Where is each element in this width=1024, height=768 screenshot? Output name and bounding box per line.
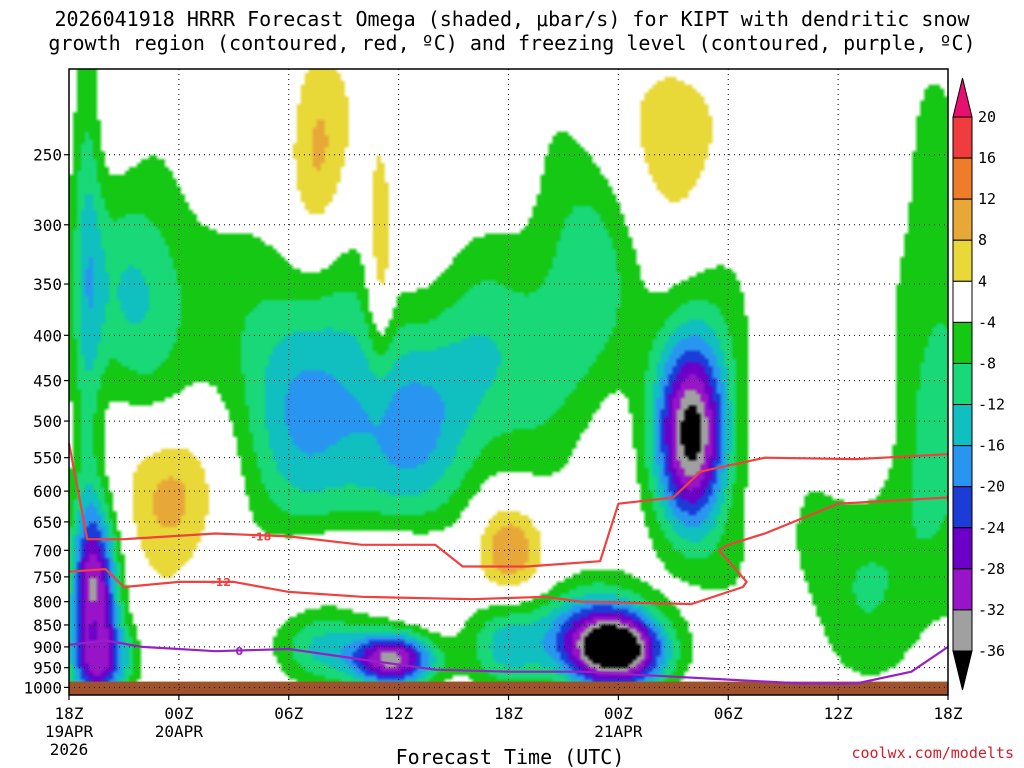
temperature-contours: -18 -12 0 (67, 443, 949, 685)
colorbar-band (952, 445, 973, 488)
x-tick-label: 06Z (274, 704, 303, 723)
y-tick-label: 550 (33, 449, 62, 468)
colorbar-tick-label: -12 (978, 396, 1005, 414)
colorbar-top-triangle (952, 77, 973, 118)
colorbar-bottom-triangle (952, 650, 973, 691)
x-tick-label: 06Z (714, 704, 743, 723)
x-tick-date: 21APR (594, 722, 643, 741)
x-tick-label: 12Z (824, 704, 853, 723)
colorbar-band (952, 198, 973, 241)
chart-title-line-1: 2026041918 HRRR Forecast Omega (shaded, … (54, 7, 970, 31)
x-tick-label: 18Z (55, 704, 84, 723)
isotherm-minus-12-label: -12 (211, 576, 231, 589)
y-tick-label: 650 (33, 513, 62, 532)
x-tick-label: 00Z (604, 704, 633, 723)
x-tick-label: 12Z (384, 704, 413, 723)
x-tick-label: 18Z (934, 704, 963, 723)
colorbar-tick-label: 4 (978, 272, 987, 290)
x-tick-label: 00Z (164, 704, 193, 723)
plot-area (69, 69, 948, 695)
colorbar-tick-label: 16 (978, 149, 996, 167)
x-tick-year: 2026 (50, 740, 89, 759)
omega-shading (69, 69, 948, 695)
colorbar-band (952, 239, 973, 282)
colorbar-band (952, 321, 973, 364)
x-tick-label: 18Z (494, 704, 523, 723)
colorbar-band (952, 404, 973, 447)
colorbar-legend: 20 16 12 8 4 -4 -8 -12 -16 -20 -24 -28 -32 -36 (952, 77, 1005, 691)
x-axis-label: Forecast Time (UTC) (396, 745, 625, 768)
colorbar-tick-label: 8 (978, 231, 987, 249)
site-credit[interactable]: coolwx.com/modelts (851, 744, 1014, 762)
colorbar-tick-label: -20 (978, 478, 1005, 496)
colorbar-tick-label: -16 (978, 437, 1005, 455)
y-tick-label: 850 (33, 616, 62, 635)
freezing-level-0-line (68, 639, 949, 685)
colorbar-tick-label: 20 (978, 108, 996, 126)
colorbar-tick-label: -36 (978, 642, 1005, 660)
y-tick-label: 400 (33, 326, 62, 345)
y-tick-label: 600 (33, 482, 62, 501)
y-axis: 250 300 350 400 450 500 550 600 650 700 750 800 850 9… (23, 146, 69, 697)
colorbar-tick-label: -24 (978, 519, 1005, 537)
y-tick-label: 450 (33, 372, 62, 391)
y-tick-label: 1000 (23, 678, 62, 697)
isotherm-minus-18-line (67, 443, 949, 568)
colorbar-band (952, 157, 973, 200)
y-tick-label: 750 (33, 568, 62, 587)
x-tick-date: 20APR (155, 722, 204, 741)
colorbar-tick-label: -32 (978, 601, 1005, 619)
freezing-level-0-label: 0 (235, 645, 243, 658)
y-tick-label: 800 (33, 593, 62, 612)
colorbar-band (952, 280, 973, 323)
y-tick-label: 350 (33, 275, 62, 294)
colorbar-band (952, 568, 973, 611)
y-tick-label: 700 (33, 541, 62, 560)
colorbar-tick-label: -8 (978, 354, 996, 372)
y-tick-label: 900 (33, 638, 62, 657)
colorbar-tick-label: -4 (978, 313, 996, 331)
isotherm-minus-18-label: -18 (251, 530, 271, 543)
y-tick-label: 250 (33, 146, 62, 165)
colorbar-band (952, 486, 973, 529)
isotherm-minus-12-line (68, 496, 949, 606)
colorbar-band (952, 116, 973, 159)
colorbar-band (952, 362, 973, 406)
colorbar-tick-label: 12 (978, 190, 996, 208)
colorbar-band (952, 609, 973, 652)
colorbar-tick-label: -28 (978, 560, 1005, 578)
chart-title-line-2: growth region (contoured, red, ºC) and f… (48, 31, 975, 55)
x-tick-date: 19APR (45, 722, 94, 741)
y-tick-label: 950 (33, 659, 62, 678)
y-tick-label: 500 (33, 412, 62, 431)
colorbar-band (952, 527, 973, 570)
y-tick-label: 300 (33, 216, 62, 235)
